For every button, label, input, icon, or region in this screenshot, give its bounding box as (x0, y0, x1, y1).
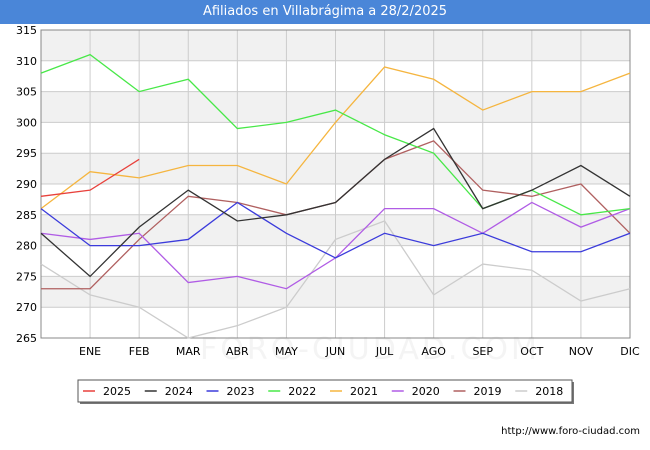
legend-label-2021: 2021 (350, 385, 378, 398)
x-tick-label: ABR (226, 345, 249, 358)
legend-label-2023: 2023 (227, 385, 255, 398)
x-tick-label: NOV (569, 345, 594, 358)
legend-label-2018: 2018 (535, 385, 563, 398)
y-tick-label: 305 (16, 86, 37, 99)
y-tick-label: 270 (16, 301, 37, 314)
legend-label-2020: 2020 (412, 385, 440, 398)
x-tick-label: FEB (129, 345, 150, 358)
y-tick-label: 285 (16, 209, 37, 222)
y-tick-label: 275 (16, 270, 37, 283)
x-tick-label: JUL (375, 345, 394, 358)
x-tick-label: DIC (620, 345, 640, 358)
x-tick-label: SEP (472, 345, 493, 358)
legend-label-2025: 2025 (103, 385, 131, 398)
y-tick-label: 265 (16, 332, 37, 345)
legend-label-2024: 2024 (165, 385, 193, 398)
legend-box (77, 379, 573, 403)
source-url: http://www.foro-ciudad.com (501, 426, 640, 437)
chart-title: Afiliados en Villabrágima a 28/2/2025 (0, 0, 650, 24)
x-tick-label: AGO (421, 345, 446, 358)
series-line-2025 (40, 158, 140, 197)
x-tick-label: JUN (325, 345, 346, 358)
y-tick-label: 300 (16, 116, 37, 129)
y-tick-label: 290 (16, 178, 37, 191)
y-tick-label: 310 (16, 55, 37, 68)
y-tick-label: 315 (16, 24, 37, 37)
x-tick-label: OCT (520, 345, 543, 358)
x-tick-label: ENE (79, 345, 101, 358)
plot-border (40, 29, 631, 339)
y-tick-label: 280 (16, 240, 37, 253)
series-line-2024 (40, 127, 631, 278)
legend-label-2022: 2022 (288, 385, 316, 398)
x-tick-label: MAR (176, 345, 201, 358)
y-tick-label: 295 (16, 147, 37, 160)
series-line-2021 (40, 66, 631, 210)
series-line-2018 (40, 220, 631, 339)
series-line-2023 (40, 201, 631, 259)
x-tick-label: MAY (275, 345, 298, 358)
legend-label-2019: 2019 (474, 385, 502, 398)
